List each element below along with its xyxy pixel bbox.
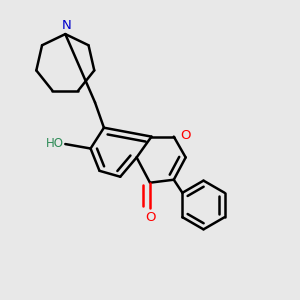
Text: HO: HO: [46, 137, 64, 150]
Text: O: O: [180, 129, 191, 142]
Text: O: O: [145, 211, 156, 224]
Text: N: N: [62, 19, 72, 32]
